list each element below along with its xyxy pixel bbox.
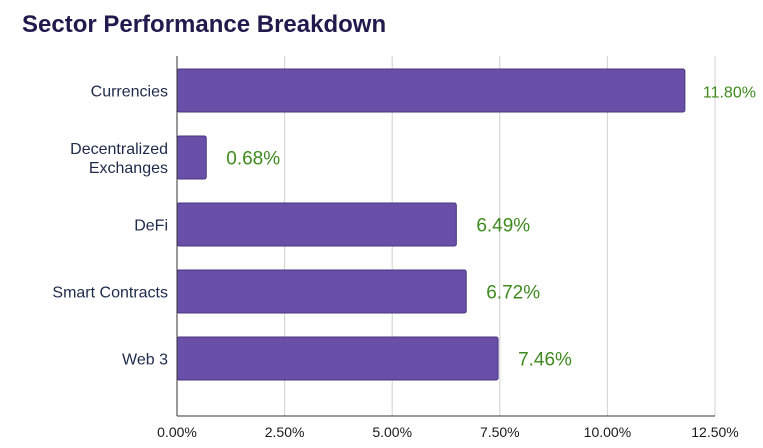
bar <box>176 269 467 314</box>
x-tick-label: 0.00% <box>157 424 197 440</box>
category-label: Web 3 <box>122 352 168 369</box>
data-label: 7.46% <box>518 350 572 371</box>
data-label: 11.80% <box>703 85 756 102</box>
axes <box>176 56 715 417</box>
data-label: 0.68% <box>226 149 280 170</box>
data-label: 6.72% <box>486 283 540 304</box>
bar <box>176 68 686 113</box>
x-tick-labels: 0.00% 2.50% 5.00% 7.50% 10.00% 12.50% <box>157 424 739 440</box>
x-tick-label: 2.50% <box>265 424 305 440</box>
bar <box>176 135 207 180</box>
x-tick-label: 12.50% <box>691 424 738 440</box>
category-label: Decentralized Exchanges <box>70 141 168 177</box>
x-tick-label: 5.00% <box>372 424 412 440</box>
chart-title: Sector Performance Breakdown <box>22 11 387 38</box>
category-label: Currencies <box>91 84 168 101</box>
data-labels: 11.80% 0.68% 6.49% 6.72% 7.46% <box>226 85 756 371</box>
bars <box>176 68 686 381</box>
x-tick-label: 7.50% <box>480 424 520 440</box>
x-tick-label: 10.00% <box>584 424 631 440</box>
category-labels: Currencies Decentralized Exchanges DeFi Smar… <box>52 84 168 369</box>
bar <box>176 202 457 247</box>
data-label: 6.49% <box>476 216 530 237</box>
bar <box>176 336 499 381</box>
category-label: Smart Contracts <box>52 285 168 302</box>
category-label: DeFi <box>134 218 168 235</box>
